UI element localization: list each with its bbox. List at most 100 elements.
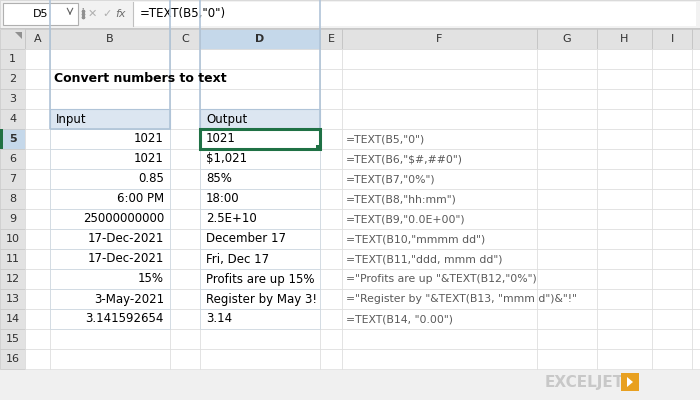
Text: Register by May 3!: Register by May 3! [206, 292, 317, 306]
Bar [200, 209, 320, 229]
Bar [537, 209, 597, 229]
Text: ✓: ✓ [102, 9, 112, 19]
Bar [320, 349, 342, 369]
Bar [50, 209, 170, 229]
Bar [170, 49, 200, 69]
Text: D: D [256, 34, 265, 44]
Text: 25000000000: 25000000000 [83, 212, 164, 226]
Bar [342, 69, 537, 89]
Bar [342, 269, 537, 289]
Bar [597, 109, 652, 129]
Bar [50, 109, 170, 129]
Bar [320, 69, 342, 89]
Bar [320, 249, 342, 269]
Bar [50, 269, 170, 289]
Bar [50, 289, 170, 309]
Bar [342, 209, 537, 229]
Bar [320, 49, 342, 69]
Bar [597, 349, 652, 369]
Bar [652, 49, 692, 69]
Bar [692, 309, 700, 329]
Bar [537, 289, 597, 309]
Bar [0, 189, 25, 209]
Bar [0, 349, 25, 369]
Bar [170, 229, 200, 249]
Bar [25, 229, 50, 249]
Bar [200, 129, 320, 149]
Text: =TEXT(B9,"0.0E+00"): =TEXT(B9,"0.0E+00") [346, 214, 466, 224]
Text: =TEXT(B8,"hh:mm"): =TEXT(B8,"hh:mm") [346, 194, 457, 204]
Bar [537, 229, 597, 249]
Bar [692, 229, 700, 249]
Bar [170, 109, 200, 129]
Text: C: C [181, 34, 189, 44]
Text: 4: 4 [9, 114, 16, 124]
Bar [652, 189, 692, 209]
Bar [537, 269, 597, 289]
Bar [597, 249, 652, 269]
Bar [50, 309, 170, 329]
Bar [25, 209, 50, 229]
Bar [170, 129, 200, 149]
Bar [597, 269, 652, 289]
Bar [692, 29, 700, 49]
Text: 3-May-2021: 3-May-2021 [94, 292, 164, 306]
Text: I: I [671, 34, 673, 44]
Bar [200, 309, 320, 329]
Bar [50, 269, 170, 289]
Bar [652, 149, 692, 169]
Bar [692, 249, 700, 269]
Bar [25, 169, 50, 189]
Bar [200, 149, 320, 169]
Bar [652, 129, 692, 149]
Bar [0, 69, 25, 89]
Bar [50, 69, 170, 89]
Bar [320, 129, 342, 149]
Bar [0, 269, 25, 289]
Bar [537, 189, 597, 209]
Bar [25, 89, 50, 109]
Bar [597, 49, 652, 69]
Bar [200, 249, 320, 269]
Bar [342, 309, 537, 329]
Text: 17-Dec-2021: 17-Dec-2021 [88, 232, 164, 246]
Bar [537, 349, 597, 369]
Text: ="Register by "&TEXT(B13, "mmm d")&"!": ="Register by "&TEXT(B13, "mmm d")&"!" [346, 294, 577, 304]
Bar [50, 289, 170, 309]
Bar [200, 329, 320, 349]
Bar [25, 309, 50, 329]
Bar [200, 269, 320, 289]
Bar [50, 109, 170, 129]
Text: fx: fx [115, 9, 125, 19]
Bar [50, 149, 170, 169]
Bar [692, 189, 700, 209]
Bar [50, 229, 170, 249]
Bar [200, 289, 320, 309]
Bar [170, 309, 200, 329]
Bar [597, 169, 652, 189]
Bar [342, 329, 537, 349]
Bar [25, 329, 50, 349]
Bar [652, 169, 692, 189]
Bar [342, 49, 537, 69]
Bar [320, 309, 342, 329]
Text: 85%: 85% [206, 172, 232, 186]
Bar [200, 109, 320, 129]
Bar [342, 129, 537, 149]
Bar [692, 89, 700, 109]
Text: G: G [563, 34, 571, 44]
Bar [200, 129, 320, 149]
Bar [50, 149, 170, 169]
Bar [200, 49, 320, 69]
Bar [200, 189, 320, 209]
Bar [200, 349, 320, 369]
Text: 2: 2 [9, 74, 16, 84]
Text: 0.85: 0.85 [138, 172, 164, 186]
Bar [50, 169, 170, 189]
Bar [200, 89, 320, 109]
Bar [0, 49, 25, 69]
Text: 16: 16 [6, 354, 20, 364]
Bar [692, 209, 700, 229]
Bar [597, 229, 652, 249]
Bar [692, 169, 700, 189]
